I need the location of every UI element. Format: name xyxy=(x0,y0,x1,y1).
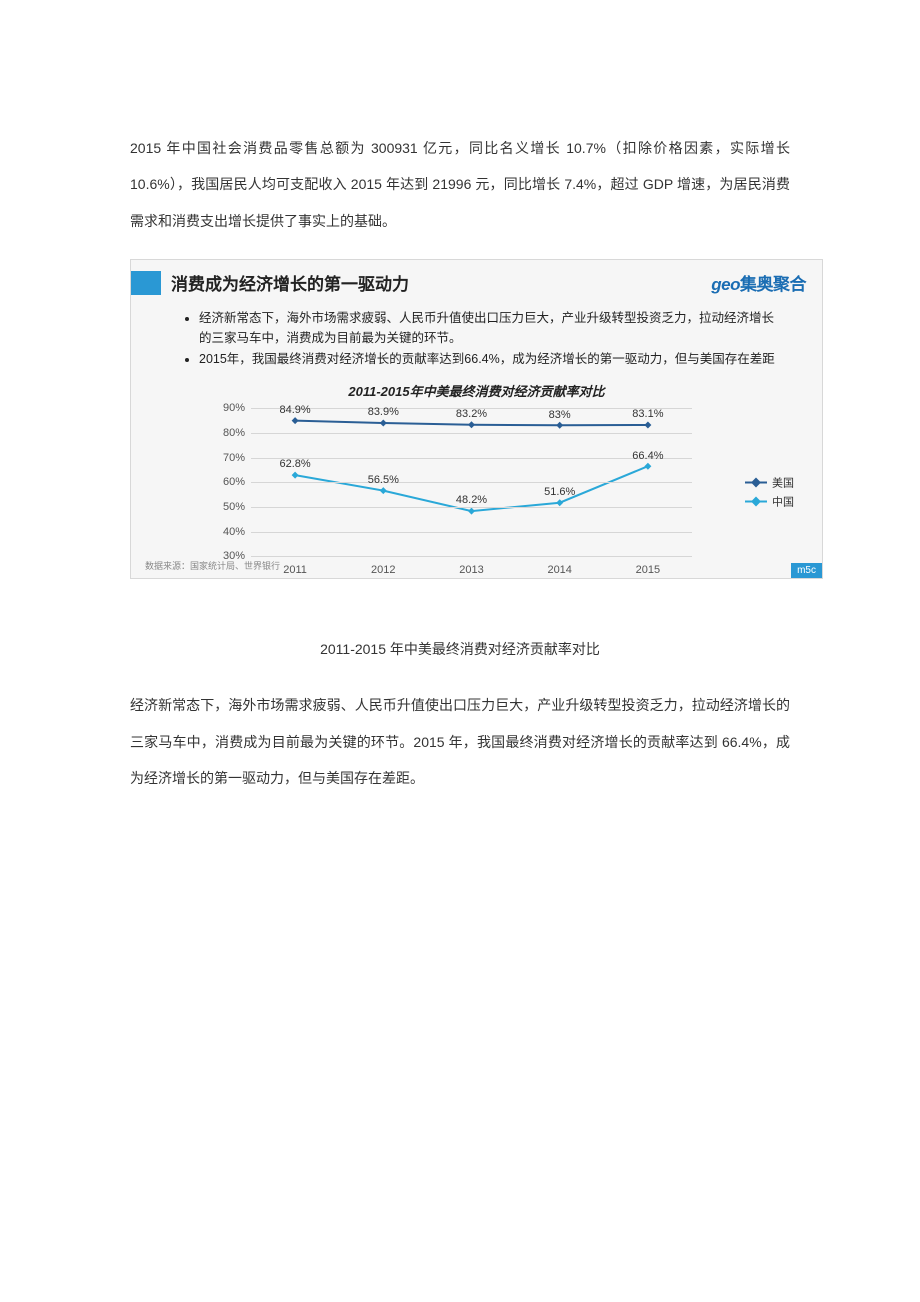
data-point-label: 66.4% xyxy=(632,450,663,462)
legend-item: 美国 xyxy=(745,475,794,491)
y-axis-tick: 50% xyxy=(201,501,245,513)
brand-logo: geo集奥聚合 xyxy=(711,270,806,295)
title-accent-block xyxy=(131,271,161,295)
watermark-badge: m5c xyxy=(791,563,822,578)
data-point-label: 84.9% xyxy=(279,404,310,416)
legend-label: 美国 xyxy=(772,475,794,491)
data-point-label: 51.6% xyxy=(544,486,575,498)
x-axis-tick: 2013 xyxy=(459,564,483,576)
chart-area: 30%40%50%60%70%80%90%2011201220132014201… xyxy=(201,404,802,580)
y-axis-tick: 40% xyxy=(201,526,245,538)
x-axis-tick: 2011 xyxy=(283,564,307,576)
data-point-label: 83.9% xyxy=(368,407,399,419)
logo-prefix: geo xyxy=(711,275,740,294)
chart-plot: 30%40%50%60%70%80%90%2011201220132014201… xyxy=(251,408,692,556)
chart-title: 2011-2015年中美最终消费对经济贡献率对比 xyxy=(131,381,822,400)
gridline xyxy=(251,532,692,533)
bullet-item: 经济新常态下，海外市场需求疲弱、人民币升值使出口压力巨大，产业升级转型投资乏力，… xyxy=(199,309,782,348)
x-axis-tick: 2015 xyxy=(636,564,660,576)
logo-text: 集奥聚合 xyxy=(740,275,806,294)
infographic-title: 消费成为经济增长的第一驱动力 xyxy=(171,270,409,295)
intro-paragraph: 2015 年中国社会消费品零售总额为 300931 亿元，同比名义增长 10.7… xyxy=(130,130,790,239)
document-body: 2015 年中国社会消费品零售总额为 300931 亿元，同比名义增长 10.7… xyxy=(0,0,920,856)
x-axis-tick: 2014 xyxy=(547,564,571,576)
gridline xyxy=(251,433,692,434)
figure-caption: 2011-2015 年中美最终消费对经济贡献率对比 xyxy=(130,639,790,659)
y-axis-tick: 70% xyxy=(201,452,245,464)
analysis-paragraph: 经济新常态下，海外市场需求疲弱、人民币升值使出口压力巨大，产业升级转型投资乏力，… xyxy=(130,687,790,796)
y-axis-tick: 80% xyxy=(201,427,245,439)
legend-label: 中国 xyxy=(772,494,794,510)
infographic-panel: 消费成为经济增长的第一驱动力 geo集奥聚合 经济新常态下，海外市场需求疲弱、人… xyxy=(130,259,823,579)
legend-swatch xyxy=(745,501,767,503)
data-point-label: 62.8% xyxy=(279,459,310,471)
title-group: 消费成为经济增长的第一驱动力 xyxy=(131,270,409,295)
y-axis-tick: 90% xyxy=(201,402,245,414)
chart-legend: 美国中国 xyxy=(745,472,794,513)
data-point-label: 83% xyxy=(549,409,571,421)
data-point-label: 48.2% xyxy=(456,495,487,507)
legend-item: 中国 xyxy=(745,494,794,510)
gridline xyxy=(251,482,692,483)
data-source-note: 数据来源：国家统计局、世界银行 xyxy=(145,559,280,572)
bullet-item: 2015年，我国最终消费对经济增长的贡献率达到66.4%，成为经济增长的第一驱动… xyxy=(199,350,782,369)
infographic-header: 消费成为经济增长的第一驱动力 geo集奥聚合 xyxy=(131,260,822,303)
legend-swatch xyxy=(745,482,767,484)
data-point-label: 56.5% xyxy=(368,474,399,486)
y-axis-tick: 60% xyxy=(201,476,245,488)
bullet-list: 经济新常态下，海外市场需求疲弱、人民币升值使出口压力巨大，产业升级转型投资乏力，… xyxy=(131,303,822,375)
data-point-label: 83.1% xyxy=(632,409,663,421)
gridline xyxy=(251,556,692,557)
gridline xyxy=(251,458,692,459)
gridline xyxy=(251,507,692,508)
data-point-label: 83.2% xyxy=(456,408,487,420)
x-axis-tick: 2012 xyxy=(371,564,395,576)
